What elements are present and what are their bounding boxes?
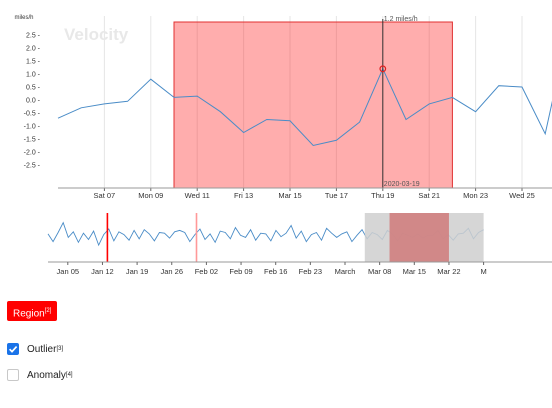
x-tick-label-7: Sat 21	[418, 191, 440, 200]
outlier-checkbox-row[interactable]: Outlier [3]	[7, 342, 63, 356]
overview-tick-label-11: Mar 22	[437, 267, 460, 276]
cursor-point	[379, 65, 387, 73]
overview-tick-label-9: Mar 08	[368, 267, 391, 276]
cursor-date-label: 2020-03-19	[384, 181, 420, 188]
overview-x-axis: Jan 05 Jan 12 Jan 19 Jan 26 Feb 02 Feb 09 Feb …	[48, 261, 552, 276]
chart-title: Velocity	[64, 25, 129, 44]
x-tick-label-2: Wed 11	[185, 191, 210, 200]
overview-tick-label-2: Jan 19	[126, 267, 149, 276]
y-tick-label-10: -2.5 -	[24, 163, 41, 170]
y-axis-label: miles/h	[14, 15, 33, 21]
x-tick-label-0: Sat 07	[94, 191, 116, 200]
region-button[interactable]: Region[2]	[7, 301, 58, 321]
overview-navigator-chart[interactable]: Jan 05 Jan 12 Jan 19 Jan 26 Feb 02 Feb 09 Feb …	[0, 205, 552, 285]
selected-region	[173, 21, 453, 189]
x-tick-label-4: Mar 15	[278, 191, 301, 200]
cursor-crosshair: 1.2 miles/h 2020-03-19	[379, 16, 420, 188]
cursor-value-label: 1.2 miles/h	[384, 16, 418, 23]
y-tick-label-6: -0.5 -	[24, 111, 41, 118]
overview-tick-label-1: Jan 12	[91, 267, 114, 276]
overview-tick-label-7: Feb 23	[299, 267, 322, 276]
overview-tick-label-10: Mar 15	[403, 267, 426, 276]
x-tick-label-1: Mon 09	[138, 191, 163, 200]
overview-tick-label-6: Feb 16	[264, 267, 287, 276]
outlier-label: Outlier	[27, 343, 57, 355]
x-tick-label-8: Mon 23	[463, 191, 488, 200]
anomaly-label: Anomaly	[27, 369, 66, 381]
velocity-line	[57, 67, 552, 147]
overview-markers	[106, 213, 198, 262]
main-velocity-chart[interactable]: Velocity miles/h 2.5 - 2.0 - 1.5 - 1.0 - 0.5…	[0, 0, 552, 205]
main-series	[57, 67, 552, 147]
anomaly-sup: [4]	[65, 372, 73, 378]
y-axis-ticks: 2.5 - 2.0 - 1.5 - 1.0 - 0.5 - 0.0 - -0.5 - -1.0…	[24, 33, 41, 170]
y-tick-label-2: 1.5 -	[26, 59, 41, 66]
anomaly-checkbox-row[interactable]: Anomaly [4]	[7, 368, 73, 382]
y-tick-label-7: -1.0 -	[24, 124, 41, 131]
x-tick-label-6: Thu 19	[371, 191, 394, 200]
outlier-checkbox[interactable]	[7, 343, 19, 355]
x-tick-label-9: Wed 25	[509, 191, 535, 200]
region-layer	[173, 21, 453, 189]
overview-tick-label-4: Feb 02	[195, 267, 218, 276]
check-icon	[8, 346, 18, 353]
x-axis-ticks: Sat 07 Mon 09 Wed 11 Fri 13 Mar 15 Tue 17 Thu …	[58, 187, 552, 200]
y-tick-label-0: 2.5 -	[26, 33, 41, 40]
y-tick-label-3: 1.0 -	[26, 72, 41, 79]
overview-region	[389, 213, 449, 262]
outlier-sup: [3]	[56, 346, 64, 352]
overview-tick-label-8: March	[335, 267, 356, 276]
overview-tick-label-3: Jan 26	[160, 267, 183, 276]
overview-tick-label-0: Jan 05	[57, 267, 80, 276]
y-tick-label-9: -2.0 -	[24, 150, 41, 157]
y-tick-label-8: -1.5 -	[24, 137, 41, 144]
y-tick-label-1: 2.0 -	[26, 46, 41, 53]
y-tick-label-4: 0.5 -	[26, 85, 41, 92]
y-tick-label-5: 0.0 -	[26, 98, 41, 105]
overview-tick-label-12: M	[480, 267, 486, 276]
region-button-label: Region	[13, 308, 45, 320]
overview-tick-label-5: Feb 09	[229, 267, 252, 276]
anomaly-checkbox[interactable]	[7, 369, 19, 381]
x-tick-label-5: Tue 17	[325, 191, 348, 200]
x-tick-label-3: Fri 13	[234, 191, 253, 200]
overview-viewport[interactable]	[364, 213, 484, 262]
region-button-sup: [2]	[44, 308, 52, 314]
